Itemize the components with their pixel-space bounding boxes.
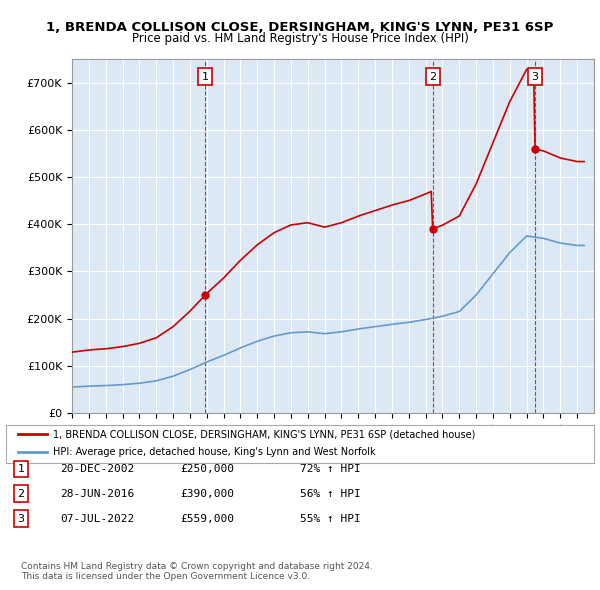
Text: 55% ↑ HPI: 55% ↑ HPI xyxy=(300,514,361,523)
Text: £390,000: £390,000 xyxy=(180,489,234,499)
Text: 1, BRENDA COLLISON CLOSE, DERSINGHAM, KING'S LYNN, PE31 6SP (detached house): 1, BRENDA COLLISON CLOSE, DERSINGHAM, KI… xyxy=(53,430,475,440)
Text: 1: 1 xyxy=(202,72,209,81)
Text: 1, BRENDA COLLISON CLOSE, DERSINGHAM, KING'S LYNN, PE31 6SP: 1, BRENDA COLLISON CLOSE, DERSINGHAM, KI… xyxy=(46,21,554,34)
Text: 2: 2 xyxy=(429,72,436,81)
Text: Contains HM Land Registry data © Crown copyright and database right 2024.
This d: Contains HM Land Registry data © Crown c… xyxy=(21,562,373,581)
Text: 72% ↑ HPI: 72% ↑ HPI xyxy=(300,464,361,474)
Text: 20-DEC-2002: 20-DEC-2002 xyxy=(60,464,134,474)
Text: 3: 3 xyxy=(17,514,25,523)
Text: 1: 1 xyxy=(17,464,25,474)
Text: Price paid vs. HM Land Registry's House Price Index (HPI): Price paid vs. HM Land Registry's House … xyxy=(131,32,469,45)
Text: 3: 3 xyxy=(532,72,539,81)
Text: HPI: Average price, detached house, King's Lynn and West Norfolk: HPI: Average price, detached house, King… xyxy=(53,447,376,457)
Text: £559,000: £559,000 xyxy=(180,514,234,523)
Text: 56% ↑ HPI: 56% ↑ HPI xyxy=(300,489,361,499)
Text: 07-JUL-2022: 07-JUL-2022 xyxy=(60,514,134,523)
Text: 2: 2 xyxy=(17,489,25,499)
Text: 28-JUN-2016: 28-JUN-2016 xyxy=(60,489,134,499)
Text: £250,000: £250,000 xyxy=(180,464,234,474)
